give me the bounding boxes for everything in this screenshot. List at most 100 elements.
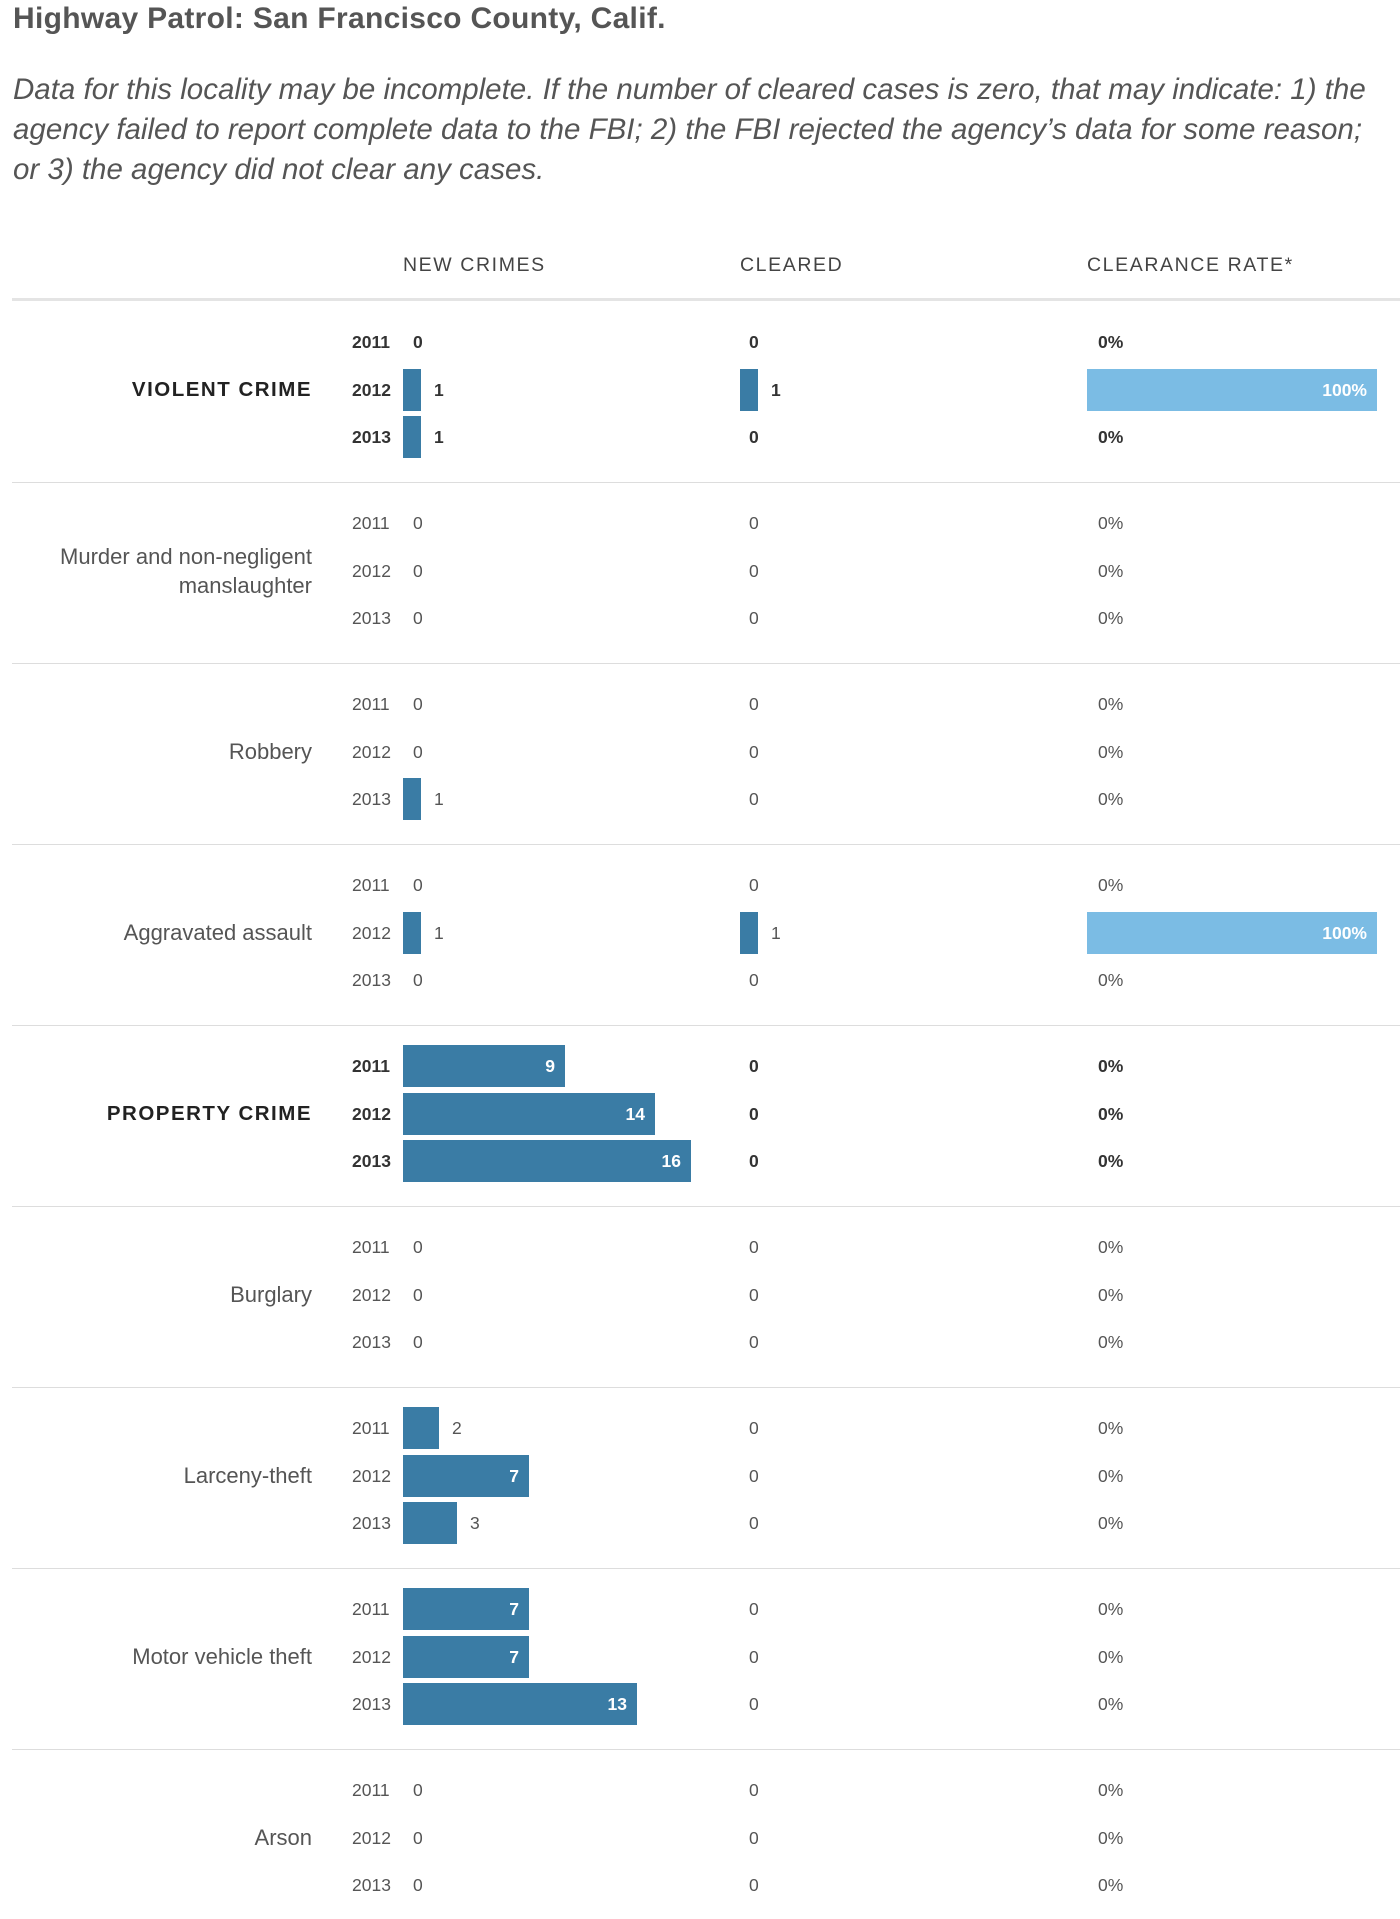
clearance-rate-value: 0% xyxy=(1098,789,1124,809)
new-crimes-value: 7 xyxy=(509,1465,519,1486)
year-label: 2011 xyxy=(352,1056,390,1076)
group-divider xyxy=(12,1568,1400,1569)
new-crimes-bar[interactable] xyxy=(403,1407,439,1449)
cleared-bar[interactable] xyxy=(740,368,758,411)
clearance-rate-value: 0% xyxy=(1098,608,1124,628)
cleared-value: 1 xyxy=(771,922,781,943)
group-divider xyxy=(12,482,1400,483)
new-crimes-value: 0 xyxy=(413,513,423,533)
clearance-rate-value: 0% xyxy=(1098,1332,1124,1352)
new-crimes-value: 14 xyxy=(625,1103,645,1124)
new-crimes-value: 1 xyxy=(434,789,444,809)
group-divider xyxy=(12,1387,1400,1388)
year-label: 2013 xyxy=(352,789,391,809)
year-label: 2011 xyxy=(352,332,390,352)
clearance-rate-value: 0% xyxy=(1098,560,1124,581)
clearance-rate-bar[interactable] xyxy=(1087,368,1377,411)
clearance-rate-value: 0% xyxy=(1098,1465,1124,1486)
category-label-robbery: Robbery xyxy=(228,738,312,764)
cleared-value: 0 xyxy=(749,694,759,714)
new-crimes-value: 0 xyxy=(413,970,423,990)
cleared-value: 0 xyxy=(749,1694,759,1714)
clearance-rate-value: 0% xyxy=(1098,427,1124,447)
new-crimes-bar[interactable] xyxy=(403,1502,457,1544)
new-crimes-value: 0 xyxy=(413,1284,423,1305)
cleared-value: 0 xyxy=(749,1284,759,1305)
new-crimes-value: 0 xyxy=(413,875,423,895)
group-divider xyxy=(12,1206,1400,1207)
clearance-rate-value: 0% xyxy=(1098,1599,1124,1619)
new-crimes-bar[interactable] xyxy=(403,1635,529,1678)
category-label-arson: Arson xyxy=(254,1824,312,1850)
year-label: 2013 xyxy=(352,1694,391,1714)
new-crimes-bar[interactable] xyxy=(403,416,421,458)
cleared-value: 0 xyxy=(749,1237,759,1257)
clearance-rate-value: 0% xyxy=(1098,1827,1124,1848)
clearance-rate-value: 0% xyxy=(1098,1646,1124,1667)
clearance-rate-value: 0% xyxy=(1098,1151,1124,1171)
category-label-violent-crime: VIOLENT CRIME xyxy=(131,377,312,401)
year-label: 2013 xyxy=(352,970,391,990)
category-label-motor-vehicle-theft: Motor vehicle theft xyxy=(132,1643,312,1669)
year-label: 2012 xyxy=(352,1103,391,1124)
clearance-rate-value: 0% xyxy=(1098,513,1124,533)
group-divider xyxy=(12,844,1400,845)
new-crimes-bar[interactable] xyxy=(403,1140,691,1182)
category-label-aggravated-assault: Aggravated assault xyxy=(123,919,312,945)
new-crimes-value: 1 xyxy=(434,379,444,400)
new-crimes-value: 1 xyxy=(434,922,444,943)
clearance-rate-value: 0% xyxy=(1098,1513,1124,1533)
new-crimes-value: 0 xyxy=(413,560,423,581)
col-header-new-crimes: NEW CRIMES xyxy=(403,254,546,276)
cleared-bar[interactable] xyxy=(740,911,758,954)
clearance-rate-value: 100% xyxy=(1322,922,1367,943)
new-crimes-bar[interactable] xyxy=(403,911,421,954)
cleared-value: 0 xyxy=(749,332,759,352)
cleared-value: 0 xyxy=(749,1418,759,1438)
new-crimes-value: 0 xyxy=(413,741,423,762)
new-crimes-value: 3 xyxy=(470,1513,480,1533)
new-crimes-bar[interactable] xyxy=(403,1092,655,1135)
new-crimes-bar[interactable] xyxy=(403,1588,529,1630)
clearance-rate-bar[interactable] xyxy=(1087,911,1377,954)
cleared-value: 0 xyxy=(749,1056,759,1076)
clearance-rate-value: 0% xyxy=(1098,1875,1124,1895)
year-label: 2011 xyxy=(352,1237,390,1257)
new-crimes-bar[interactable] xyxy=(403,1683,637,1725)
cleared-value: 0 xyxy=(749,970,759,990)
data-note: Data for this locality may be incomplete… xyxy=(13,73,1366,186)
cleared-value: 0 xyxy=(749,427,759,447)
cleared-value: 0 xyxy=(749,1599,759,1619)
new-crimes-bar[interactable] xyxy=(403,1045,565,1087)
new-crimes-bar[interactable] xyxy=(403,778,421,820)
cleared-value: 0 xyxy=(749,608,759,628)
new-crimes-bar[interactable] xyxy=(403,368,421,411)
cleared-value: 0 xyxy=(749,741,759,762)
year-label: 2012 xyxy=(352,379,391,400)
clearance-rate-value: 0% xyxy=(1098,741,1124,762)
cleared-value: 0 xyxy=(749,1465,759,1486)
year-label: 2012 xyxy=(352,1646,391,1667)
year-label: 2012 xyxy=(352,1465,391,1486)
clearance-rate-value: 0% xyxy=(1098,1284,1124,1305)
cleared-value: 0 xyxy=(749,1513,759,1533)
cleared-value: 0 xyxy=(749,1646,759,1667)
clearance-rate-value: 0% xyxy=(1098,1103,1124,1124)
new-crimes-value: 0 xyxy=(413,608,423,628)
new-crimes-value: 7 xyxy=(509,1646,519,1667)
new-crimes-bar[interactable] xyxy=(403,1454,529,1497)
clearance-rate-value: 0% xyxy=(1098,1418,1124,1438)
cleared-value: 0 xyxy=(749,1827,759,1848)
year-label: 2012 xyxy=(352,741,391,762)
year-label: 2012 xyxy=(352,922,391,943)
year-label: 2011 xyxy=(352,694,390,714)
year-label: 2012 xyxy=(352,1827,391,1848)
clearance-rate-value: 0% xyxy=(1098,1694,1124,1714)
clearance-rate-value: 0% xyxy=(1098,1237,1124,1257)
year-label: 2011 xyxy=(352,513,390,533)
cleared-value: 0 xyxy=(749,1103,759,1124)
new-crimes-value: 0 xyxy=(413,332,423,352)
year-label: 2013 xyxy=(352,1332,391,1352)
new-crimes-value: 0 xyxy=(413,694,423,714)
new-crimes-value: 0 xyxy=(413,1237,423,1257)
